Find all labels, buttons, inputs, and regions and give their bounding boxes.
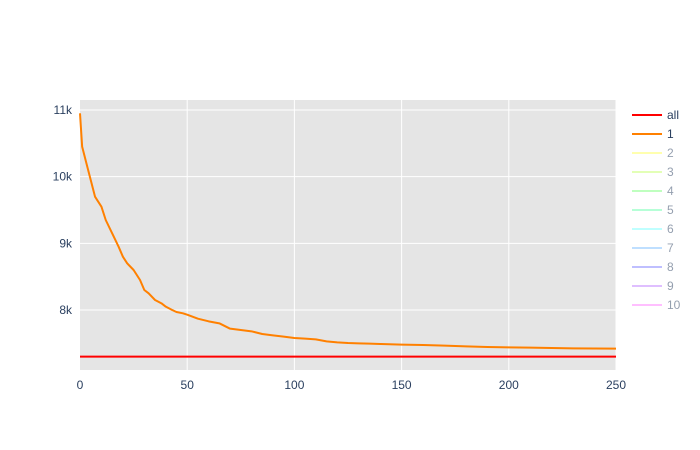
plot-background bbox=[80, 100, 616, 370]
x-tick-label: 100 bbox=[284, 378, 304, 392]
series-line-1 bbox=[79, 113, 617, 350]
legend-label: 5 bbox=[667, 203, 674, 217]
legend-item-1[interactable]: 1 bbox=[632, 127, 674, 141]
legend-label: 1 bbox=[667, 127, 674, 141]
legend-item-10[interactable]: 10 bbox=[632, 298, 681, 312]
x-tick-label: 150 bbox=[392, 378, 412, 392]
legend-label: 2 bbox=[667, 146, 674, 160]
legend-item-4[interactable]: 4 bbox=[632, 184, 674, 198]
x-tick-label: 250 bbox=[606, 378, 626, 392]
x-tick-label: 0 bbox=[77, 378, 84, 392]
legend-item-7[interactable]: 7 bbox=[632, 241, 674, 255]
x-axis-ticks: 0 50 100 150 200 250 bbox=[77, 378, 627, 392]
x-tick-label: 200 bbox=[499, 378, 519, 392]
legend-item-9[interactable]: 9 bbox=[632, 279, 674, 293]
legend-label: 8 bbox=[667, 260, 674, 274]
y-tick-label: 11k bbox=[54, 103, 73, 117]
legend-label: 6 bbox=[667, 222, 674, 236]
legend-item-5[interactable]: 5 bbox=[632, 203, 674, 217]
legend-label: 3 bbox=[667, 165, 674, 179]
x-tick-label: 50 bbox=[181, 378, 195, 392]
legend-item-2[interactable]: 2 bbox=[632, 146, 674, 160]
legend[interactable]: all 1 2 3 4 5 6 7 8 9 10 bbox=[632, 108, 681, 312]
series-lines bbox=[79, 113, 617, 358]
legend-label: 4 bbox=[667, 184, 674, 198]
grid-lines bbox=[80, 100, 617, 370]
legend-item-all[interactable]: all bbox=[632, 108, 679, 122]
y-tick-label: 8k bbox=[59, 303, 73, 317]
legend-item-3[interactable]: 3 bbox=[632, 165, 674, 179]
legend-label: 7 bbox=[667, 241, 674, 255]
legend-label: 10 bbox=[667, 298, 681, 312]
legend-item-8[interactable]: 8 bbox=[632, 260, 674, 274]
legend-item-6[interactable]: 6 bbox=[632, 222, 674, 236]
legend-label: all bbox=[667, 108, 679, 122]
y-tick-label: 9k bbox=[59, 236, 73, 250]
y-axis-ticks: 8k 9k 10k 11k bbox=[53, 103, 73, 317]
y-tick-label: 10k bbox=[53, 170, 73, 184]
legend-label: 9 bbox=[667, 279, 674, 293]
